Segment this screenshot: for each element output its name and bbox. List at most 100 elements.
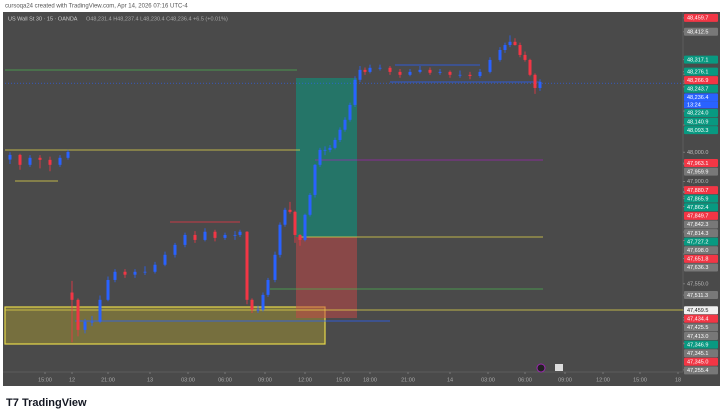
- y-tick-label: 47,345.0: [687, 360, 708, 366]
- candle-body: [368, 67, 372, 72]
- candle-body: [503, 45, 507, 50]
- y-tick-label: 47,842.3: [687, 222, 708, 228]
- candle-body: [223, 234, 227, 238]
- y-tick-badge: [684, 349, 718, 358]
- candle-body: [408, 71, 412, 75]
- candle-body: [261, 294, 265, 310]
- candle-body: [533, 74, 537, 88]
- y-tick-label: 47,636.3: [687, 265, 708, 271]
- y-tick-badge: [684, 229, 718, 238]
- candle-body: [266, 279, 270, 295]
- event-icon[interactable]: [536, 363, 546, 373]
- y-tick-label: 47,255.4: [687, 368, 708, 374]
- y-tick-label: 47,865.9: [687, 196, 708, 202]
- y-tick-label: 47,959.9: [687, 169, 708, 175]
- y-tick-label: 48,243.7: [687, 87, 708, 93]
- candle-body: [428, 69, 432, 73]
- header: cursoqa24 created with TradingView.com, …: [5, 4, 188, 10]
- candle-body: [133, 271, 137, 275]
- y-tick-label: 47,345.1: [687, 351, 708, 357]
- x-tick-label: 03:00: [481, 377, 495, 383]
- candle-body: [283, 209, 287, 225]
- x-tick-label: 15:00: [38, 377, 52, 383]
- candle-body: [513, 41, 517, 46]
- candle-body: [123, 271, 127, 275]
- y-tick-badge: [684, 108, 718, 117]
- candle-body: [488, 59, 492, 72]
- y-tick-label: 47,550.0: [687, 282, 708, 288]
- candle-body: [113, 271, 117, 280]
- x-tick-label: 15:00: [633, 377, 647, 383]
- x-tick-label: 18:00: [363, 377, 377, 383]
- candle-body: [518, 45, 522, 55]
- y-tick-label: 47,849.7: [687, 214, 708, 220]
- candle-body: [28, 157, 32, 165]
- candle-body: [66, 151, 70, 158]
- candle-body: [183, 234, 187, 245]
- symbol: US Wall St 30 · 15 · OANDA: [8, 16, 78, 22]
- candle-body: [273, 254, 277, 280]
- y-tick-label: 48,276.1: [687, 69, 708, 75]
- candle-body: [143, 271, 147, 273]
- y-tick-label: 48,459.7: [687, 16, 708, 22]
- y-tick-badge: [684, 126, 718, 135]
- y-tick-label: 47,459.5: [687, 308, 708, 314]
- candle-body: [378, 67, 382, 69]
- candle-body: [323, 149, 327, 151]
- y-tick-badge: [684, 117, 718, 126]
- candle-body: [163, 254, 167, 265]
- y-tick-label: 48,224.0: [687, 111, 708, 117]
- x-tick-label: 21:00: [401, 377, 415, 383]
- candle-body: [98, 299, 102, 322]
- y-tick-badge: [684, 159, 718, 168]
- candle-body: [353, 79, 357, 105]
- y-tick-badge: [684, 323, 718, 332]
- candle-body: [438, 71, 442, 73]
- x-tick-label: 21:00: [101, 377, 115, 383]
- y-tick-badge: [684, 357, 718, 366]
- x-tick-label: 09:00: [258, 377, 272, 383]
- y-tick-badge: [684, 55, 718, 64]
- flag-icon[interactable]: [555, 364, 563, 371]
- candle-body: [213, 231, 217, 238]
- candle-body: [250, 299, 254, 310]
- y-tick-badge: [684, 67, 718, 76]
- candle-body: [318, 149, 322, 165]
- y-tick-badge: [684, 211, 718, 220]
- loss-zone: [296, 237, 357, 318]
- y-tick-label: 47,413.0: [687, 334, 708, 340]
- y-tick-label: 48,266.9: [687, 78, 708, 84]
- x-tick-label: 12: [69, 377, 75, 383]
- candle-body: [173, 244, 177, 255]
- countdown: 13:24: [687, 103, 701, 109]
- y-tick-badge: [684, 203, 718, 212]
- y-tick-badge: [684, 314, 718, 323]
- candle-body: [48, 159, 52, 165]
- y-tick-label: 47,862.4: [687, 205, 708, 211]
- y-tick-label: 47,880.7: [687, 188, 708, 194]
- y-tick-badge: [684, 237, 718, 246]
- y-tick-badge: [684, 340, 718, 349]
- y-tick-label: 48,236.4: [687, 95, 708, 101]
- candle-body: [458, 74, 462, 76]
- y-tick-badge: [684, 84, 718, 93]
- y-tick-badge: [684, 254, 718, 263]
- candle-body: [278, 224, 282, 255]
- candle-body: [348, 104, 352, 120]
- candle-body: [203, 231, 207, 240]
- y-tick-badge: [684, 246, 718, 255]
- candle-body: [523, 54, 527, 60]
- x-tick-label: 12:00: [596, 377, 610, 383]
- y-tick-badge: [684, 167, 718, 176]
- candle-body: [468, 74, 472, 76]
- y-tick-badge: [684, 220, 718, 229]
- candle-body: [288, 209, 292, 212]
- candle-body: [478, 71, 482, 76]
- y-tick-label: 47,434.4: [687, 317, 708, 323]
- drawings: [4, 64, 683, 373]
- candle-body: [298, 234, 302, 240]
- x-tick-label: 15:00: [336, 377, 350, 383]
- x-tick-label: 06:00: [218, 377, 232, 383]
- candles: [8, 35, 542, 343]
